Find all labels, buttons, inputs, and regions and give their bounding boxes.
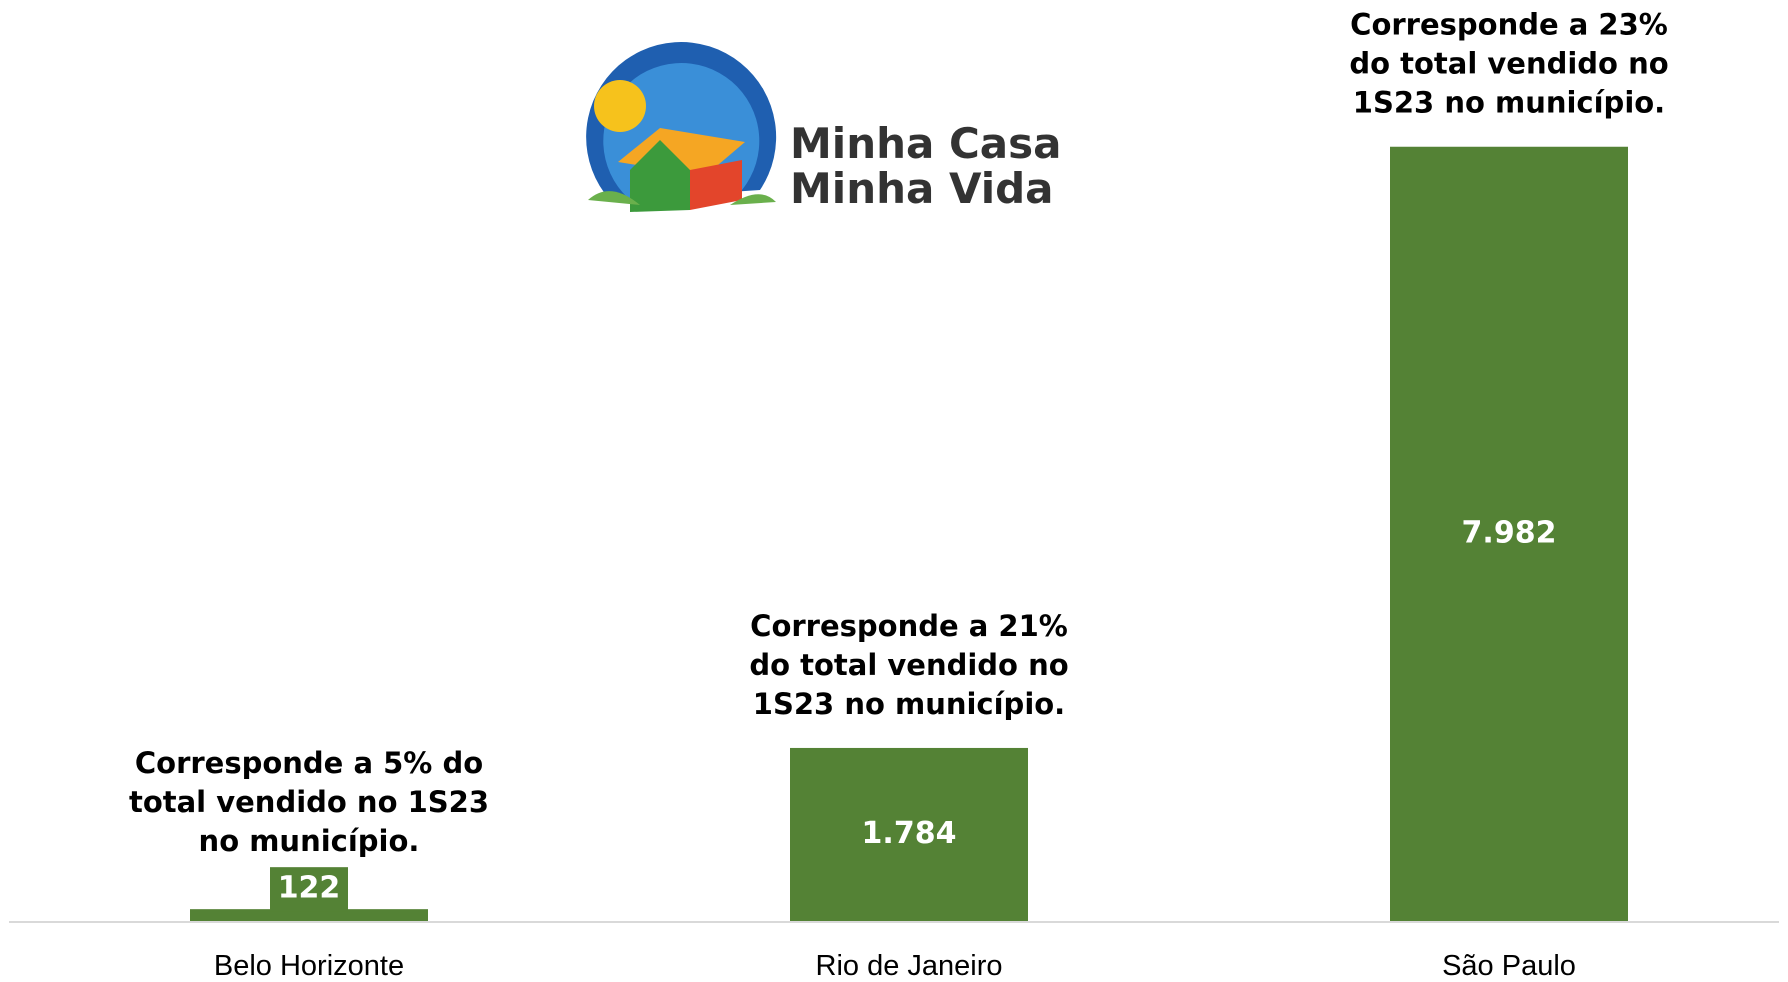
annotation: total vendido no 1S23 (129, 785, 489, 819)
annotation: 1S23 no município. (1353, 86, 1665, 120)
logo-hill (588, 191, 640, 205)
value-label: 1.784 (862, 816, 957, 851)
logo-house-front (630, 140, 690, 212)
logo-sun (594, 80, 646, 132)
logo-hill (730, 194, 776, 205)
bar (1390, 146, 1628, 922)
x-tick-label: Rio de Janeiro (816, 950, 1003, 982)
value-label: 7.982 (1462, 515, 1557, 550)
bar (790, 747, 1028, 921)
bar (190, 909, 428, 921)
annotation: do total vendido no (1349, 47, 1668, 81)
logo: Minha Casa Minha Vida (586, 42, 1061, 213)
annotation: no município. (199, 824, 420, 858)
x-tick-label: São Paulo (1442, 950, 1576, 982)
logo-text: Minha Casa (790, 119, 1061, 168)
logo-text: Minha Vida (790, 164, 1054, 213)
value-label-box (270, 867, 348, 912)
annotation: Corresponde a 23% (1350, 8, 1668, 42)
logo-house-side (690, 160, 742, 210)
annotation: do total vendido no (749, 648, 1068, 682)
x-tick-label: Belo Horizonte (214, 950, 404, 982)
value-label: 122 (278, 871, 341, 906)
annotation: 1S23 no município. (753, 687, 1065, 721)
annotation: Corresponde a 5% do (135, 746, 483, 780)
annotation: Corresponde a 21% (750, 609, 1068, 643)
